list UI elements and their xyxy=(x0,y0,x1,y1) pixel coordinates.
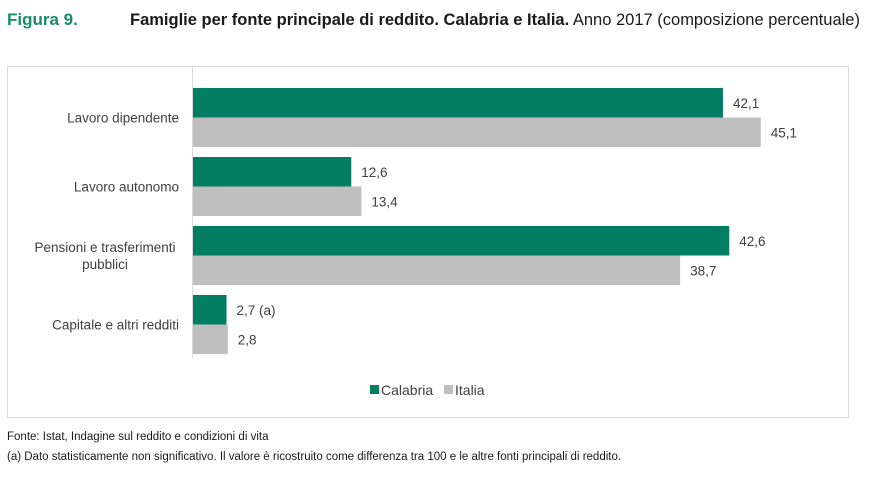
footnote-a: (a) Dato statisticamente non significati… xyxy=(7,451,622,463)
bar-italia-3 xyxy=(192,255,681,285)
bar-italia-1 xyxy=(192,117,761,147)
bar-chart: 42,1 45,1 Lavoro dipendente 12,6 13,4 Lavoro … xyxy=(34,67,797,398)
category-label-1: Lavoro dipendente xyxy=(67,111,179,126)
value-label-calabria-3: 42,6 xyxy=(739,234,765,249)
figure-title: Famiglie per fonte principale di reddito… xyxy=(130,10,860,31)
bar-calabria-1 xyxy=(192,88,723,118)
bar-italia-2 xyxy=(192,186,362,216)
bar-calabria-4 xyxy=(192,295,227,325)
source-note: Fonte: Istat, Indagine sul reddito e con… xyxy=(7,431,269,443)
legend-label-italia: Italia xyxy=(455,382,485,398)
legend-swatch-italia xyxy=(444,385,453,394)
value-label-italia-3: 38,7 xyxy=(690,263,716,278)
bar-calabria-3 xyxy=(192,226,730,256)
legend-label-calabria: Calabria xyxy=(381,382,433,398)
value-label-calabria-2: 12,6 xyxy=(361,165,387,180)
value-label-calabria-1: 42,1 xyxy=(733,96,759,111)
category-label-3-line-1: Pensioni e trasferimenti xyxy=(34,240,175,255)
bar-calabria-2 xyxy=(192,157,352,187)
category-label-2: Lavoro autonomo xyxy=(74,180,179,195)
value-label-italia-1: 45,1 xyxy=(771,125,797,140)
figure-label: Figura 9. xyxy=(7,10,78,29)
category-label-3-line-2: pubblici xyxy=(82,257,128,272)
bar-italia-4 xyxy=(192,324,228,354)
chart-frame: 42,1 45,1 Lavoro dipendente 12,6 13,4 Lavoro … xyxy=(7,66,849,418)
category-label-4: Capitale e altri redditi xyxy=(52,318,179,333)
legend-swatch-calabria xyxy=(370,385,379,394)
value-label-italia-2: 13,4 xyxy=(371,194,398,209)
figure-title-bold: Famiglie per fonte principale di reddito… xyxy=(130,11,570,29)
value-label-italia-4: 2,8 xyxy=(238,332,257,347)
figure-title-rest: Anno 2017 (composizione percentuale) xyxy=(569,11,860,29)
value-label-calabria-4: 2,7 (a) xyxy=(237,303,276,318)
